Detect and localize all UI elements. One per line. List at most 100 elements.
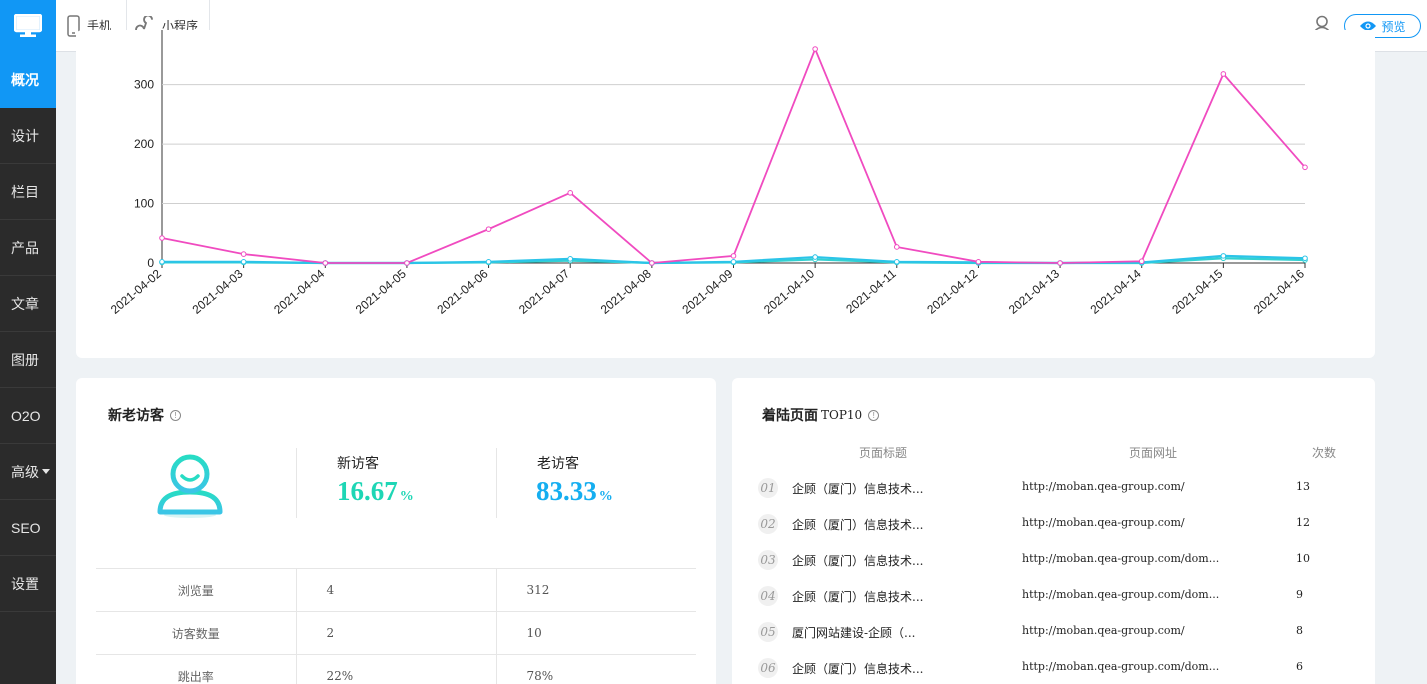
desktop-view-button[interactable] bbox=[0, 0, 56, 52]
page-title: 厦门网站建设-企顾（... bbox=[792, 626, 916, 640]
table-row: 跳出率 22% 78% bbox=[96, 654, 696, 684]
old-value: 312 bbox=[496, 568, 696, 612]
y-tick-label: 0 bbox=[147, 256, 154, 270]
list-item[interactable]: 03 企顾（厦门）信息技术... http://moban.qea-group.… bbox=[758, 550, 1348, 586]
visit-count: 13 bbox=[1296, 480, 1310, 493]
page-title: 企顾（厦门）信息技术... bbox=[792, 518, 924, 532]
old-visitor-label: 老访客 bbox=[537, 456, 579, 472]
page-url[interactable]: http://moban.qea-group.com/dom... bbox=[1022, 552, 1220, 565]
x-tick-label: 2021-04-05 bbox=[353, 266, 409, 316]
visitor-title-text: 新老访客 bbox=[108, 408, 164, 424]
x-tick-label: 2021-04-09 bbox=[679, 266, 735, 316]
page-title: 企顾（厦门）信息技术... bbox=[792, 554, 924, 568]
tab-mobile[interactable]: 手机 bbox=[56, 0, 127, 51]
x-tick-label: 2021-04-11 bbox=[843, 266, 899, 316]
divider bbox=[296, 448, 297, 518]
sidebar-item-advanced[interactable]: 高级 bbox=[0, 444, 56, 500]
data-point bbox=[240, 251, 247, 257]
data-point bbox=[1220, 71, 1227, 77]
data-point bbox=[567, 190, 574, 196]
list-item[interactable]: 06 企顾（厦门）信息技术... http://moban.qea-group.… bbox=[758, 658, 1348, 684]
sidebar-item-overview[interactable]: 概况 bbox=[0, 52, 56, 108]
list-item[interactable]: 05 厦门网站建设-企顾（... http://moban.qea-group.… bbox=[758, 622, 1348, 658]
tab-mini-program-label: 小程序 bbox=[162, 19, 199, 33]
data-point bbox=[730, 259, 737, 265]
sidebar-item-label: 概况 bbox=[11, 71, 39, 88]
row-label: 访客数量 bbox=[96, 611, 297, 655]
landing-title-suffix: TOP10 bbox=[821, 408, 863, 422]
page-url[interactable]: http://moban.qea-group.com/ bbox=[1022, 516, 1185, 529]
visit-count: 8 bbox=[1296, 624, 1303, 637]
user-avatar-icon bbox=[156, 452, 224, 525]
page-url[interactable]: http://moban.qea-group.com/dom... bbox=[1022, 660, 1220, 673]
sidebar-item-design[interactable]: 设计 bbox=[0, 108, 56, 164]
data-point bbox=[1220, 253, 1227, 259]
preview-label: 预览 bbox=[1381, 19, 1406, 34]
data-point bbox=[1302, 164, 1308, 171]
landing-card-title: 着陆页面 TOP10 ! bbox=[762, 405, 880, 425]
sidebar-item-settings[interactable]: 设置 bbox=[0, 556, 56, 612]
sidebar-item-label: 设计 bbox=[11, 127, 39, 144]
landing-pages-card: 着陆页面 TOP10 ! 页面标题 页面网址 次数 01 企顾（厦门）信息技术.… bbox=[732, 378, 1375, 684]
data-point bbox=[649, 260, 655, 266]
page-url[interactable]: http://moban.qea-group.com/ bbox=[1022, 480, 1185, 493]
page-url[interactable]: http://moban.qea-group.com/ bbox=[1022, 624, 1185, 637]
data-point bbox=[1302, 255, 1308, 262]
data-point bbox=[485, 259, 492, 265]
data-point bbox=[812, 254, 818, 260]
rank-number: 05 bbox=[758, 622, 778, 642]
sidebar-item-articles[interactable]: 文章 bbox=[0, 276, 56, 332]
old-value: 78% bbox=[496, 654, 696, 684]
rank-number: 03 bbox=[758, 550, 778, 570]
x-tick-label: 2021-04-04 bbox=[271, 266, 327, 316]
sidebar: 概况 设计 栏目 产品 文章 图册 O2O 高级 SEO 设置 bbox=[0, 52, 56, 684]
visit-count: 6 bbox=[1296, 660, 1303, 673]
sidebar-item-label: 栏目 bbox=[11, 183, 39, 200]
visitor-stats-table: 浏览量 4 312 访客数量 2 10 跳出率 22% 78% bbox=[96, 568, 696, 684]
x-tick-label: 2021-04-14 bbox=[1088, 266, 1144, 316]
sidebar-item-label: 高级 bbox=[11, 463, 39, 480]
eye-icon bbox=[1360, 21, 1377, 31]
tab-mini-program[interactable]: 小程序 bbox=[127, 0, 210, 51]
list-item[interactable]: 02 企顾（厦门）信息技术... http://moban.qea-group.… bbox=[758, 514, 1348, 550]
sidebar-item-seo[interactable]: SEO bbox=[0, 500, 56, 556]
y-tick-label: 100 bbox=[134, 197, 154, 211]
data-point bbox=[240, 259, 247, 265]
sidebar-item-o2o[interactable]: O2O bbox=[0, 388, 56, 444]
rank-number: 04 bbox=[758, 586, 778, 606]
list-item[interactable]: 04 企顾（厦门）信息技术... http://moban.qea-group.… bbox=[758, 586, 1348, 622]
x-tick-label: 2021-04-02 bbox=[108, 266, 164, 316]
data-point bbox=[567, 256, 574, 262]
list-item[interactable]: 01 企顾（厦门）信息技术... http://moban.qea-group.… bbox=[758, 478, 1348, 514]
y-tick-label: 200 bbox=[134, 137, 154, 151]
sidebar-item-albums[interactable]: 图册 bbox=[0, 332, 56, 388]
x-tick-label: 2021-04-03 bbox=[190, 266, 246, 316]
sidebar-item-label: 设置 bbox=[11, 575, 39, 592]
sidebar-item-products[interactable]: 产品 bbox=[0, 220, 56, 276]
new-visitor-percent-value: 16.67 bbox=[337, 476, 398, 506]
info-icon[interactable]: ! bbox=[170, 409, 181, 421]
page-url[interactable]: http://moban.qea-group.com/dom... bbox=[1022, 588, 1220, 601]
rank-number: 06 bbox=[758, 658, 778, 678]
sidebar-item-columns[interactable]: 栏目 bbox=[0, 164, 56, 220]
data-point bbox=[812, 46, 818, 52]
old-visitor-percent-value: 83.33 bbox=[536, 476, 597, 506]
data-point bbox=[322, 260, 329, 266]
new-visitor-percent: 16.67% bbox=[337, 476, 414, 507]
data-point bbox=[1057, 260, 1063, 266]
page-title: 企顾（厦门）信息技术... bbox=[792, 662, 924, 676]
mini-program-icon bbox=[135, 15, 155, 36]
series-line bbox=[161, 46, 1306, 264]
column-header-count: 次数 bbox=[1312, 446, 1337, 460]
data-point bbox=[975, 259, 982, 265]
x-tick-label: 2021-04-16 bbox=[1251, 266, 1307, 316]
info-icon[interactable]: ! bbox=[868, 409, 880, 421]
visitor-card: 新老访客 ! 新访客 16.67% 老访客 83.33% 浏览量 4 312 bbox=[76, 378, 716, 684]
data-point bbox=[893, 259, 900, 265]
y-tick-label: 300 bbox=[134, 78, 154, 92]
sidebar-item-label: O2O bbox=[11, 407, 41, 424]
chevron-down-icon bbox=[42, 469, 50, 474]
traffic-line-chart: 0 100 200 300 2021-04-02 2021-04-03 2021-04-04… bbox=[108, 30, 1308, 317]
table-row: 访客数量 2 10 bbox=[96, 611, 696, 655]
visit-count: 10 bbox=[1296, 552, 1310, 565]
